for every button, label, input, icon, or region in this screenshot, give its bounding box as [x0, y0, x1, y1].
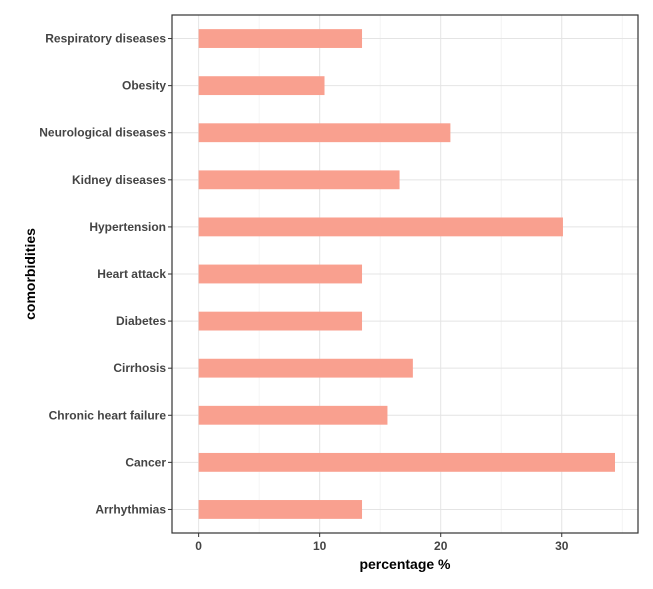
bar	[198, 29, 363, 48]
x-axis: 0 10 20 30	[195, 533, 569, 553]
x-tick-label: 0	[195, 539, 202, 553]
bar	[198, 123, 451, 143]
y-axis-title: comorbidities	[22, 228, 38, 320]
y-tick-label: Kidney diseases	[72, 173, 166, 187]
bar	[198, 452, 616, 472]
y-tick-label: Diabetes	[116, 314, 166, 328]
bar	[198, 500, 363, 519]
y-tick-label: Cancer	[125, 455, 166, 469]
y-tick-label: Chronic heart failure	[49, 408, 167, 422]
x-tick-label: 10	[313, 539, 327, 553]
bar	[198, 311, 363, 331]
x-axis-title: percentage %	[359, 556, 451, 572]
x-tick-label: 20	[434, 539, 448, 553]
y-tick-label: Hypertension	[89, 220, 166, 234]
y-tick-label: Cirrhosis	[113, 361, 166, 375]
y-tick-label: Obesity	[122, 79, 166, 93]
bar	[198, 76, 325, 96]
y-tick-label: Respiratory diseases	[45, 32, 166, 46]
bars	[198, 29, 616, 519]
bar	[198, 405, 388, 425]
x-tick-label: 30	[555, 539, 569, 553]
y-tick-label: Arrhythmias	[95, 502, 166, 516]
bar	[198, 217, 563, 237]
y-axis: Respiratory diseases Obesity Neurological …	[39, 32, 172, 516]
y-tick-label: Neurological diseases	[39, 126, 166, 140]
bar	[198, 358, 413, 378]
y-tick-label: Heart attack	[97, 267, 166, 281]
bar	[198, 170, 400, 190]
bar	[198, 264, 363, 284]
